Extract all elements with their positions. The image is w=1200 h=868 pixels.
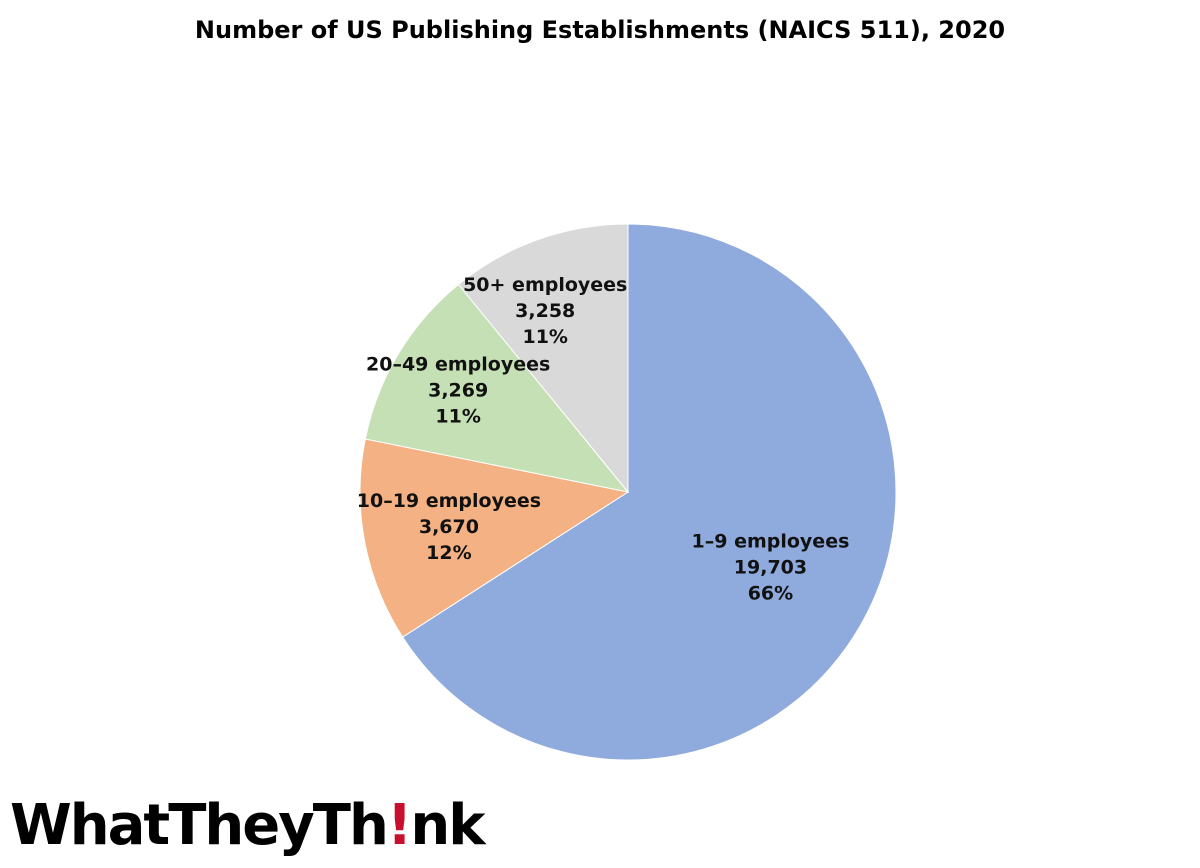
- pie-slices: [359, 223, 897, 761]
- slice-value-3: 3,269: [428, 380, 488, 402]
- slice-label-1: 1–9 employees: [692, 530, 850, 552]
- slice-percent-3: 11%: [435, 406, 480, 428]
- slice-percent-4: 11%: [522, 326, 567, 348]
- pie-slice-3: [364, 283, 630, 493]
- pie-slice-4: [457, 223, 629, 494]
- whattheythink-logo: WhatTheyTh!nk: [10, 790, 485, 862]
- slice-percent-1: 66%: [748, 582, 793, 604]
- logo-exclamation: !: [386, 793, 413, 858]
- pie-labels: 1–9 employees 19,703 66% 10–19 employees 3,6…: [357, 274, 850, 604]
- slice-label-2: 10–19 employees: [357, 490, 541, 512]
- chart-title: Number of US Publishing Establishments (…: [194, 16, 1006, 44]
- slice-value-1: 19,703: [734, 556, 807, 578]
- pie-slice-2: [359, 438, 630, 638]
- slice-label-4: 50+ employees: [463, 274, 627, 296]
- slice-label-3: 20–49 employees: [366, 354, 550, 376]
- logo-text-end: nk: [410, 793, 485, 858]
- slice-value-2: 3,670: [419, 516, 479, 538]
- slice-percent-2: 12%: [426, 542, 471, 564]
- pie-slice-1: [401, 223, 897, 761]
- slice-value-4: 3,258: [515, 300, 575, 322]
- logo-text-start: WhatTheyTh: [10, 793, 389, 858]
